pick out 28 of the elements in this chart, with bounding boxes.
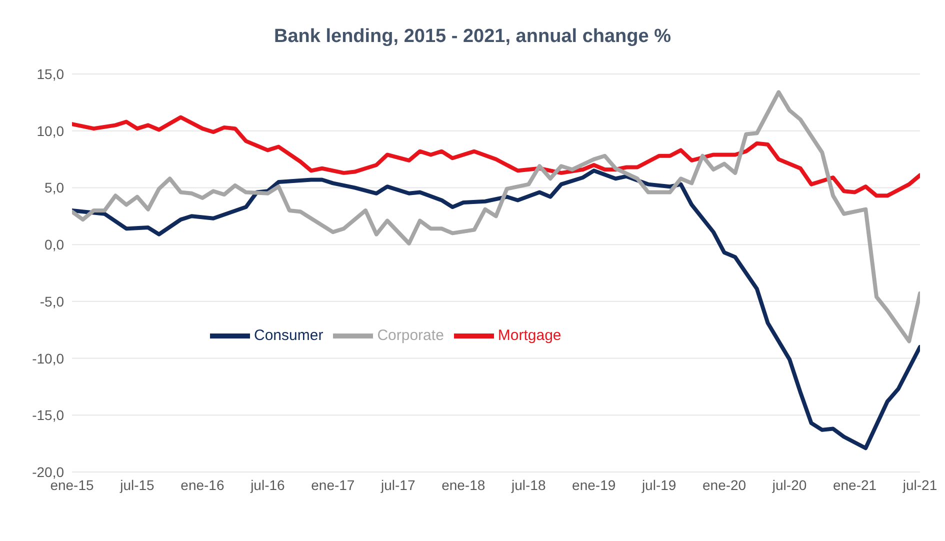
legend-label: Mortgage: [498, 326, 562, 344]
legend-label: Corporate: [377, 326, 444, 344]
x-tick-label: ene-21: [832, 476, 877, 493]
x-tick-label: ene-20: [702, 476, 746, 493]
x-tick-label: jul-15: [119, 476, 155, 493]
y-tick-label: 5,0: [44, 180, 64, 196]
line-series: [72, 168, 920, 450]
x-tick-label: ene-16: [180, 476, 224, 493]
line-series: [72, 90, 920, 344]
y-tick-label: 10,0: [36, 122, 64, 139]
y-tick-label: 0,0: [44, 236, 64, 253]
y-tick-label: 15,0: [36, 66, 64, 82]
legend-label: Consumer: [254, 326, 324, 344]
y-tick-label: -5,0: [40, 293, 64, 310]
x-tick-label: ene-17: [311, 476, 355, 493]
chart-title: Bank lending, 2015 - 2021, annual change %: [272, 26, 672, 48]
x-tick-label: ene-19: [572, 476, 616, 493]
y-tick-label: -20,0: [32, 464, 64, 480]
x-tick-label: jul-21: [902, 476, 938, 493]
y-tick-label: -15,0: [32, 407, 64, 424]
x-tick-label: ene-18: [442, 476, 486, 493]
y-tick-label: -10,0: [32, 350, 64, 366]
x-tick-label: jul-19: [640, 476, 676, 493]
line-series: [72, 115, 920, 198]
x-tick-label: jul-18: [510, 476, 546, 493]
x-tick-label: jul-16: [250, 476, 286, 493]
x-tick-label: jul-17: [380, 476, 416, 493]
x-tick-label: jul-20: [771, 476, 807, 493]
